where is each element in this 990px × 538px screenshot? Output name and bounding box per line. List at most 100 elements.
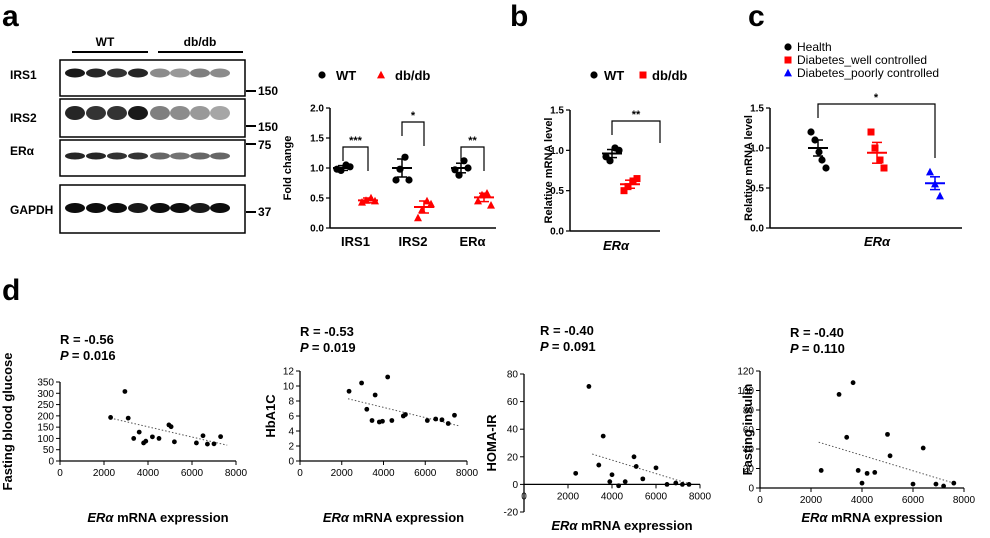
- blot-band: [210, 68, 230, 78]
- data-point: [864, 470, 870, 476]
- blot-row-label-gapdh: GAPDH: [10, 203, 53, 217]
- data-point: [639, 71, 647, 79]
- y-tick-label: 0: [512, 480, 518, 491]
- blot-band: [107, 106, 127, 120]
- data-point: [427, 199, 435, 208]
- x-tick-label: 2000: [93, 468, 116, 479]
- data-point: [606, 157, 614, 165]
- y-tick-label: 40: [507, 425, 519, 436]
- data-point: [433, 416, 439, 422]
- data-point: [405, 176, 413, 184]
- data-point: [131, 436, 137, 441]
- data-point: [439, 417, 445, 423]
- legend-label: Diabetes_poorly controlled: [797, 66, 939, 80]
- data-point: [640, 476, 646, 482]
- data-point: [377, 70, 385, 79]
- significance-bracket: [342, 146, 369, 171]
- data-point: [372, 392, 378, 398]
- marker-irs1: 150: [258, 84, 278, 98]
- data-point: [885, 431, 890, 437]
- y-tick-label: 60: [743, 425, 755, 436]
- stat-p-symbol: P: [300, 340, 312, 355]
- data-point: [609, 472, 615, 478]
- y-tick-label: 4: [288, 427, 294, 438]
- blot-band: [190, 203, 210, 213]
- data-point: [855, 468, 861, 473]
- x-tick-label: 0: [521, 491, 527, 502]
- blot-band: [86, 203, 106, 213]
- y-axis-label: Relative mRNA level: [743, 115, 755, 221]
- x-tick-label: 2000: [331, 468, 354, 479]
- marker-irs2: 150: [258, 120, 278, 134]
- marker-era: 75: [258, 138, 272, 152]
- y-tick-label: 20: [743, 464, 755, 475]
- panel-letter-d: d: [2, 274, 20, 307]
- y-axis-label: Fasting insulin: [740, 384, 755, 476]
- data-point: [951, 480, 957, 486]
- stat-p-symbol: P: [60, 348, 72, 363]
- data-point: [616, 483, 621, 489]
- y-axis-label: Fold change: [282, 136, 294, 201]
- stat-p-symbol: P: [790, 341, 802, 356]
- data-point: [920, 445, 926, 451]
- data-point: [172, 439, 177, 445]
- y-tick-label: 40: [743, 445, 755, 456]
- y-tick-label: 2: [288, 442, 294, 453]
- x-tick-label: 6000: [902, 495, 925, 506]
- panel-letter-c: c: [748, 0, 765, 33]
- y-tick-label: 0.0: [550, 227, 564, 238]
- x-tick-label: 0: [757, 495, 763, 506]
- data-point: [389, 418, 395, 423]
- blot-band: [65, 106, 85, 120]
- blot-band: [210, 106, 230, 120]
- data-point: [844, 434, 850, 440]
- blot-group-wt: WT: [96, 35, 115, 49]
- legend-label-wt: WT: [604, 68, 624, 83]
- significance-bracket: [401, 121, 425, 146]
- data-point: [622, 479, 628, 485]
- stat-p-value: = 0.110: [802, 341, 845, 356]
- marker-gapdh: 37: [258, 205, 272, 219]
- blot-band: [190, 68, 210, 78]
- x-category-label: ERα: [459, 234, 485, 249]
- data-point: [624, 183, 632, 191]
- data-point: [872, 470, 878, 475]
- stat-p-symbol: P: [540, 339, 552, 354]
- data-point: [620, 187, 628, 195]
- significance-label: ***: [349, 135, 363, 147]
- data-point: [680, 482, 685, 487]
- y-tick-label: 0: [748, 484, 754, 495]
- panel-letter-a: a: [2, 0, 19, 33]
- data-point: [218, 434, 224, 440]
- y-tick-label: 50: [43, 445, 55, 456]
- data-point: [136, 429, 142, 435]
- x-axis-label: ERα mRNA expression: [801, 510, 942, 525]
- x-tick-label: 4000: [137, 468, 160, 479]
- y-tick-label: 300: [37, 389, 54, 400]
- data-point: [122, 389, 128, 394]
- x-axis-label: ERα mRNA expression: [87, 510, 228, 525]
- blot-band: [170, 68, 190, 78]
- data-point: [910, 481, 916, 487]
- data-point: [596, 462, 602, 468]
- blot-band: [128, 203, 148, 213]
- blot-band: [86, 152, 106, 160]
- y-tick-label: 1.0: [750, 144, 764, 155]
- y-tick-label: 0.5: [750, 184, 764, 195]
- data-point: [573, 470, 579, 476]
- data-point: [876, 156, 884, 164]
- data-point: [586, 384, 592, 389]
- y-tick-label: 120: [737, 367, 754, 378]
- blot-band: [210, 152, 230, 160]
- x-axis-label-gene: ERα: [551, 518, 581, 533]
- blot-band: [170, 203, 190, 213]
- data-point: [200, 433, 206, 439]
- data-point: [653, 465, 659, 471]
- y-tick-label: 100: [737, 386, 754, 397]
- y-axis-label: HOMA-IR: [484, 414, 499, 472]
- significance-bracket: [611, 120, 661, 143]
- data-point: [818, 468, 824, 473]
- legend-label: Diabetes_well controlled: [797, 53, 927, 67]
- blot-band: [65, 152, 85, 160]
